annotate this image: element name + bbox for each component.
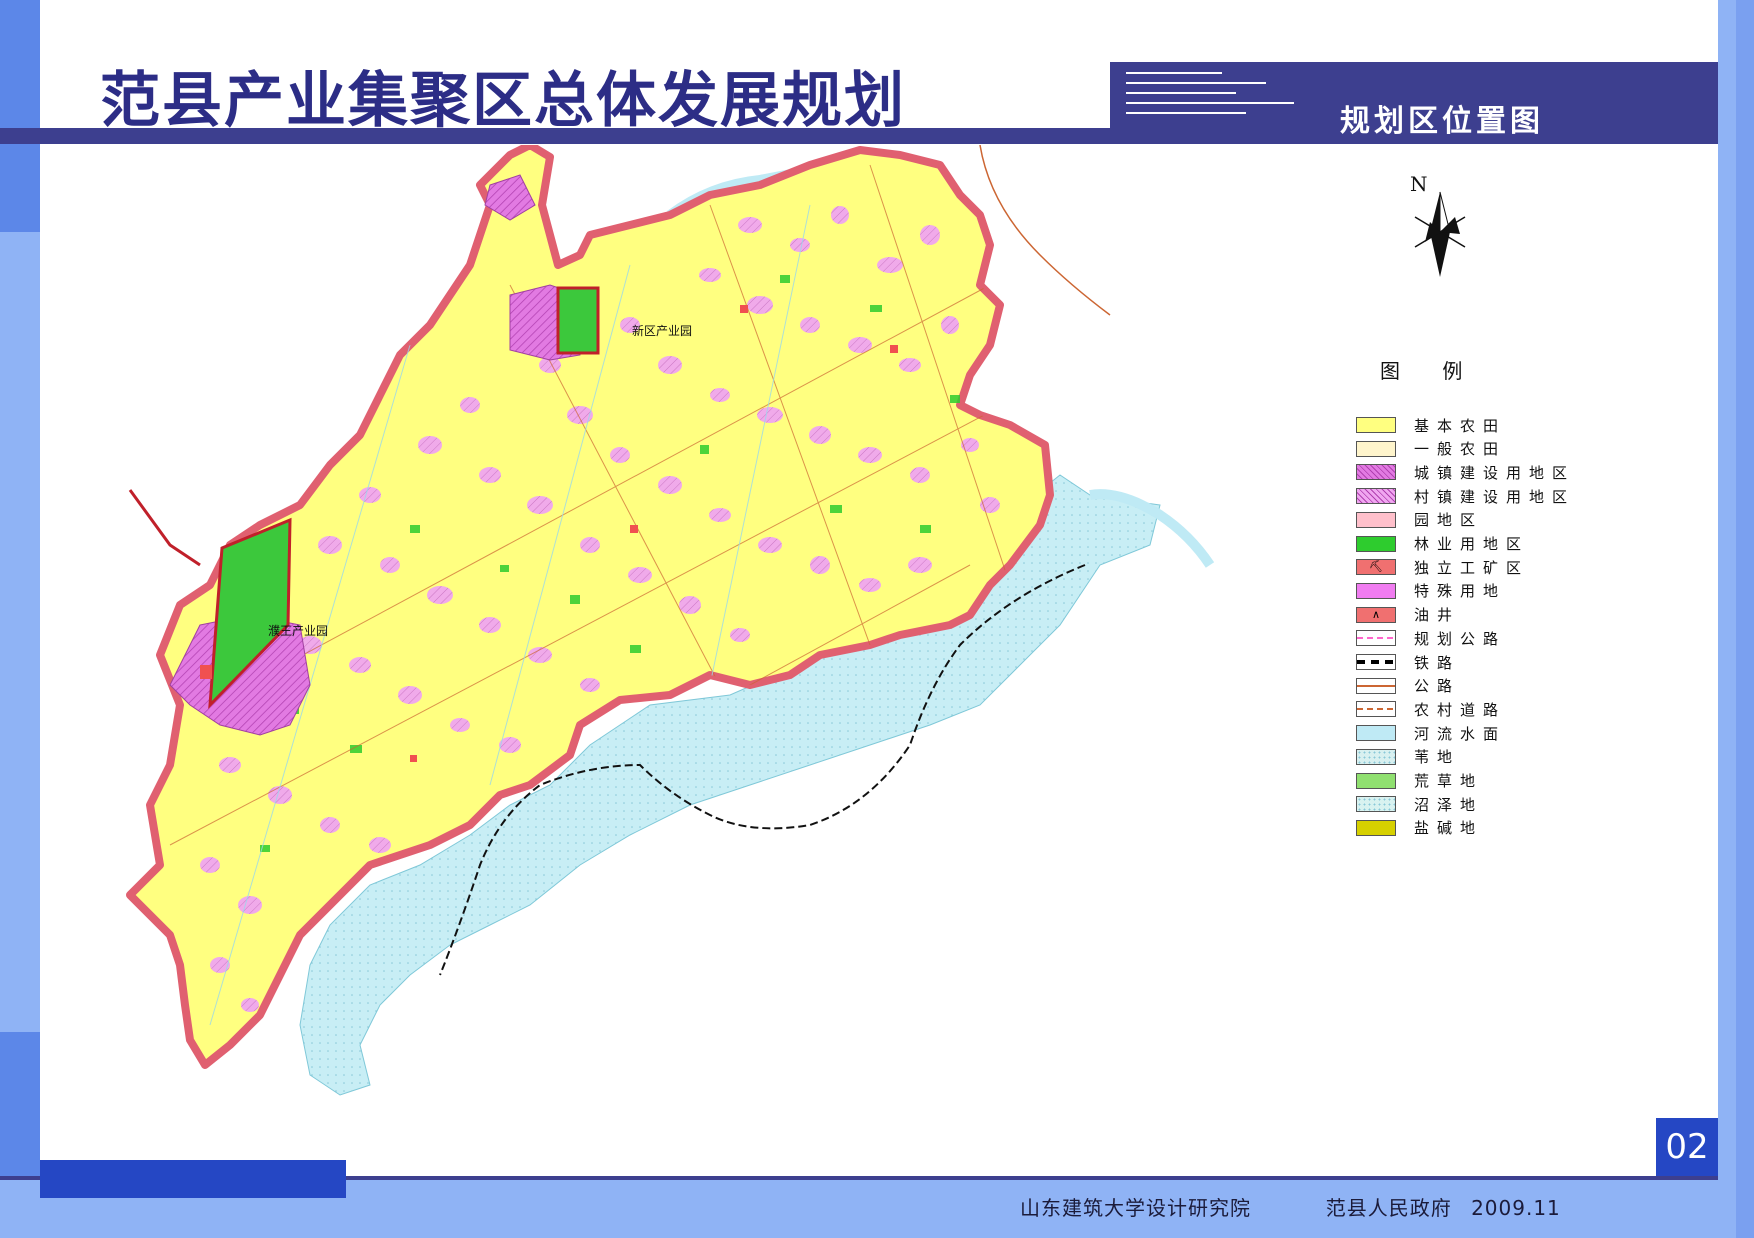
puwang-park-label: 濮王产业园 bbox=[268, 624, 329, 638]
legend-label: 村镇建设用地区 bbox=[1414, 487, 1576, 506]
legend-item: 公路 bbox=[1356, 676, 1460, 696]
legend-label: 城镇建设用地区 bbox=[1414, 463, 1576, 482]
legend-item: 沼泽地 bbox=[1356, 794, 1483, 814]
legend-item: 河流水面 bbox=[1356, 723, 1506, 743]
subtitle-panel bbox=[1110, 62, 1718, 144]
footer-accent-block bbox=[40, 1160, 346, 1198]
legend-item: 林业用地区 bbox=[1356, 534, 1529, 554]
decorative-line bbox=[1126, 72, 1222, 74]
legend-item: 铁路 bbox=[1356, 652, 1460, 672]
legend-label: 盐碱地 bbox=[1414, 819, 1484, 838]
legend-label: 河流水面 bbox=[1414, 724, 1507, 743]
legend-item: 苇地 bbox=[1356, 747, 1460, 767]
footer-government: 范县人民政府 bbox=[1325, 1196, 1452, 1220]
legend-item: 盐碱地 bbox=[1356, 818, 1483, 838]
frame-right-edge bbox=[1736, 0, 1754, 1238]
decorative-line bbox=[1126, 112, 1246, 114]
legend-label: 独立工矿区 bbox=[1414, 558, 1530, 577]
river-lower-channel bbox=[1089, 489, 1215, 568]
railway-line bbox=[439, 564, 1086, 976]
frame-left-accent-bottom bbox=[0, 1032, 40, 1182]
legend-label: 规划公路 bbox=[1414, 629, 1507, 648]
footer-date: 2009.11 bbox=[1471, 1196, 1561, 1220]
legend-label: 荒草地 bbox=[1414, 772, 1484, 790]
legend-item: ⛏ 独立工矿区 bbox=[1356, 557, 1529, 577]
footer-credits: 山东建筑大学设计研究院 范县人民政府 2009.11 bbox=[1020, 1192, 1561, 1221]
swatch-fill bbox=[1356, 417, 1396, 433]
planning-map bbox=[126, 145, 1215, 1096]
swatch-hatch bbox=[1356, 464, 1396, 481]
solid-line bbox=[1356, 677, 1396, 694]
legend-label: 林业用地区 bbox=[1414, 535, 1530, 553]
highway-line bbox=[979, 145, 1111, 316]
legend-item: 农村道路 bbox=[1356, 699, 1506, 719]
legend-item: ∧ 油井 bbox=[1356, 605, 1460, 625]
legend-label: 农村道路 bbox=[1414, 700, 1507, 719]
legend-label: 园地区 bbox=[1414, 511, 1484, 530]
legend-label: 基本农田 bbox=[1414, 416, 1507, 435]
legend-label: 特殊用地 bbox=[1414, 582, 1507, 601]
swatch-dots bbox=[1356, 796, 1396, 813]
swatch-fill bbox=[1356, 819, 1396, 836]
xinqu-industrial-park bbox=[556, 286, 600, 355]
swatch-fill bbox=[1356, 440, 1396, 457]
puwang-industrial-park bbox=[208, 517, 292, 710]
page-number: 02 bbox=[1656, 1118, 1718, 1176]
swatch-hatch bbox=[1356, 488, 1396, 505]
mine-symbol: ⛏ bbox=[1356, 559, 1396, 576]
planning-area-land bbox=[126, 145, 1054, 1069]
legend-title: 图 例 bbox=[1380, 359, 1481, 383]
legend-item: 特殊用地 bbox=[1356, 581, 1506, 601]
swatch-fill bbox=[1356, 725, 1396, 742]
page-title: 范县产业集聚区总体发展规划 bbox=[100, 66, 906, 136]
dashed-line bbox=[1356, 630, 1396, 647]
village-patches bbox=[169, 164, 1050, 1026]
town-area-northern-tip bbox=[484, 174, 536, 221]
legend-label: 铁路 bbox=[1414, 653, 1461, 672]
swatch-dots bbox=[1356, 748, 1396, 765]
legend-item: 一般农田 bbox=[1356, 439, 1506, 459]
legend-item: 荒草地 bbox=[1356, 771, 1483, 791]
dashed-line bbox=[1356, 701, 1396, 718]
highway-line-west bbox=[128, 489, 201, 567]
xinqu-park-label: 新区产业园 bbox=[632, 324, 693, 338]
legend-item: 村镇建设用地区 bbox=[1356, 486, 1575, 506]
legend-label: 一般农田 bbox=[1414, 440, 1507, 459]
decorative-line bbox=[1126, 82, 1266, 84]
north-label: N bbox=[1410, 172, 1428, 196]
north-arrow-icon bbox=[1414, 191, 1466, 277]
legend-item: 规划公路 bbox=[1356, 628, 1506, 648]
footer-line bbox=[0, 1176, 1718, 1180]
legend-label: 公路 bbox=[1414, 677, 1461, 696]
legend-label: 苇地 bbox=[1414, 748, 1461, 767]
swatch-fill bbox=[1356, 511, 1396, 528]
legend-item: 城镇建设用地区 bbox=[1356, 462, 1575, 482]
legend-item: 园地区 bbox=[1356, 510, 1483, 530]
decorative-line bbox=[1126, 102, 1294, 104]
legend-label: 油井 bbox=[1414, 606, 1461, 625]
page-subtitle: 规划区位置图 bbox=[1340, 104, 1544, 139]
mine-markers bbox=[200, 305, 898, 762]
decorative-line bbox=[1126, 92, 1236, 94]
legend-item: 基本农田 bbox=[1356, 415, 1506, 435]
swatch-fill bbox=[1356, 535, 1396, 552]
swatch-fill bbox=[1356, 582, 1396, 599]
swatch-fill bbox=[1356, 772, 1396, 789]
rail-line bbox=[1356, 654, 1396, 670]
oil-well-symbol: ∧ bbox=[1356, 606, 1396, 623]
footer-institute: 山东建筑大学设计研究院 bbox=[1020, 1196, 1251, 1220]
frame-left-accent-top bbox=[0, 0, 40, 232]
legend-label: 沼泽地 bbox=[1414, 795, 1484, 814]
